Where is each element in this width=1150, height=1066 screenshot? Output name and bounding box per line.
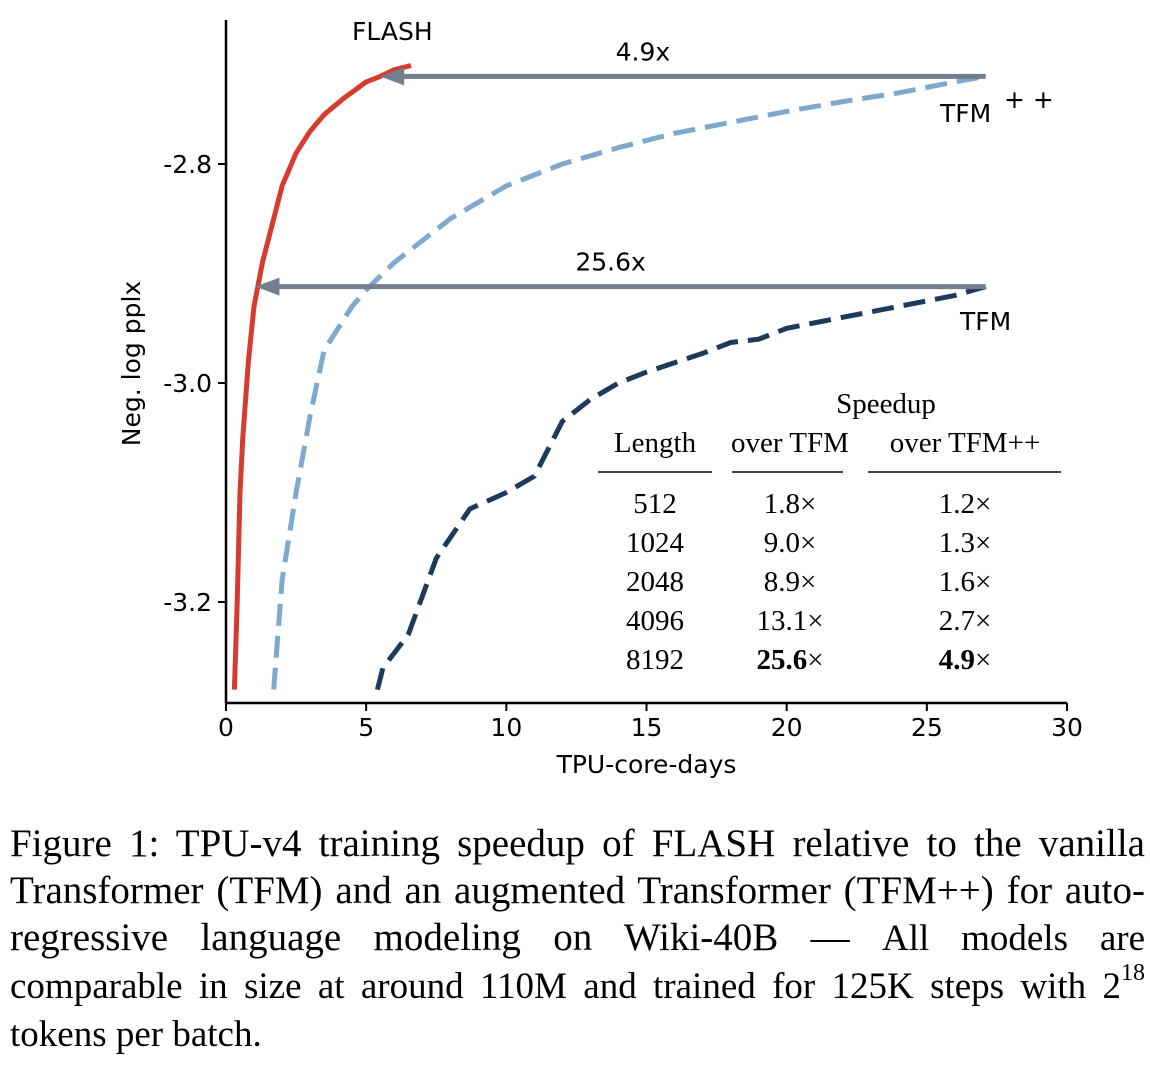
- speedup-arrow-head: [380, 67, 405, 86]
- table-cell: 9.0×: [764, 527, 817, 559]
- table-column-header: over TFM++: [890, 427, 1041, 459]
- series-flash-line: [231, 63, 412, 690]
- curve-labels: FLASH TFM + + TFM: [352, 17, 1054, 336]
- table-cell: 1.3×: [939, 527, 992, 559]
- caption-rest-b: tokens per batch.: [10, 1014, 262, 1055]
- speedup-arrows: 4.9x 25.6x: [255, 37, 986, 296]
- y-axis-label: Neg. log pplx: [117, 281, 146, 446]
- table-cell: 8192: [626, 644, 684, 676]
- y-tick-label: -3.0: [163, 369, 212, 398]
- table-cell: 1.6×: [939, 566, 992, 598]
- x-tick-label: 25: [911, 713, 943, 742]
- table-cell: 1.8×: [764, 488, 817, 520]
- x-tick-label: 10: [490, 713, 522, 742]
- label-tfm-plus-plus: TFM: [939, 99, 991, 128]
- figure-caption: Figure 1: TPU-v4 training speedup of FLA…: [10, 820, 1145, 1058]
- x-tick-label: 20: [771, 713, 803, 742]
- table-cell: 4096: [626, 605, 684, 637]
- table-cell: 1024: [626, 527, 685, 559]
- table-cell: 2.7×: [939, 605, 992, 637]
- chart: 0 5 10 15 20 25 30 -2.8 -3.0 -3.2 TPU-core-days Neg…: [117, 17, 1083, 779]
- speedup-arrow-label: 25.6x: [575, 248, 645, 277]
- label-tfm: TFM: [959, 307, 1011, 336]
- table-column-header: Length: [614, 427, 697, 459]
- table-cell: 4.9×: [939, 644, 992, 676]
- label-flash: FLASH: [352, 17, 433, 46]
- table-cell: 13.1×: [756, 605, 823, 637]
- x-tick-label: 30: [1051, 713, 1083, 742]
- series-tfmpp-line: [271, 73, 987, 690]
- speedup-arrow-head: [255, 277, 280, 296]
- axes: 0 5 10 15 20 25 30 -2.8 -3.0 -3.2 TPU-core-days Neg…: [117, 20, 1083, 779]
- x-axis-label: TPU-core-days: [556, 750, 737, 779]
- caption-rest-a: All models are comparable in size at aro…: [10, 918, 1145, 1007]
- y-tick-label: -3.2: [163, 588, 212, 617]
- label-tfm-plus-plus-superscript: + +: [1004, 85, 1054, 114]
- curves: [231, 63, 987, 691]
- table-cell: 512: [633, 488, 677, 520]
- inset-table: Speedup Length over TFM over TFM++ 512 1.8× 1.…: [598, 388, 1061, 676]
- series-tfm-line: [374, 284, 987, 691]
- x-tick-label: 5: [358, 713, 374, 742]
- speedup-arrow-label: 4.9x: [616, 37, 671, 66]
- table-cell: 25.6×: [756, 644, 823, 676]
- table-cell: 1.2×: [939, 488, 992, 520]
- table-cell: 8.9×: [764, 566, 817, 598]
- table-column-header: over TFM: [731, 427, 849, 459]
- caption-superscript: 18: [1121, 960, 1145, 986]
- x-tick-label: 15: [631, 713, 663, 742]
- table-group-header: Speedup: [836, 388, 936, 420]
- y-tick-label: -2.8: [163, 150, 212, 179]
- caption-lead: Figure 1: TPU-v4 training speedup of FLA…: [10, 822, 1145, 959]
- table-cell: 2048: [626, 566, 684, 598]
- x-tick-label: 0: [218, 713, 234, 742]
